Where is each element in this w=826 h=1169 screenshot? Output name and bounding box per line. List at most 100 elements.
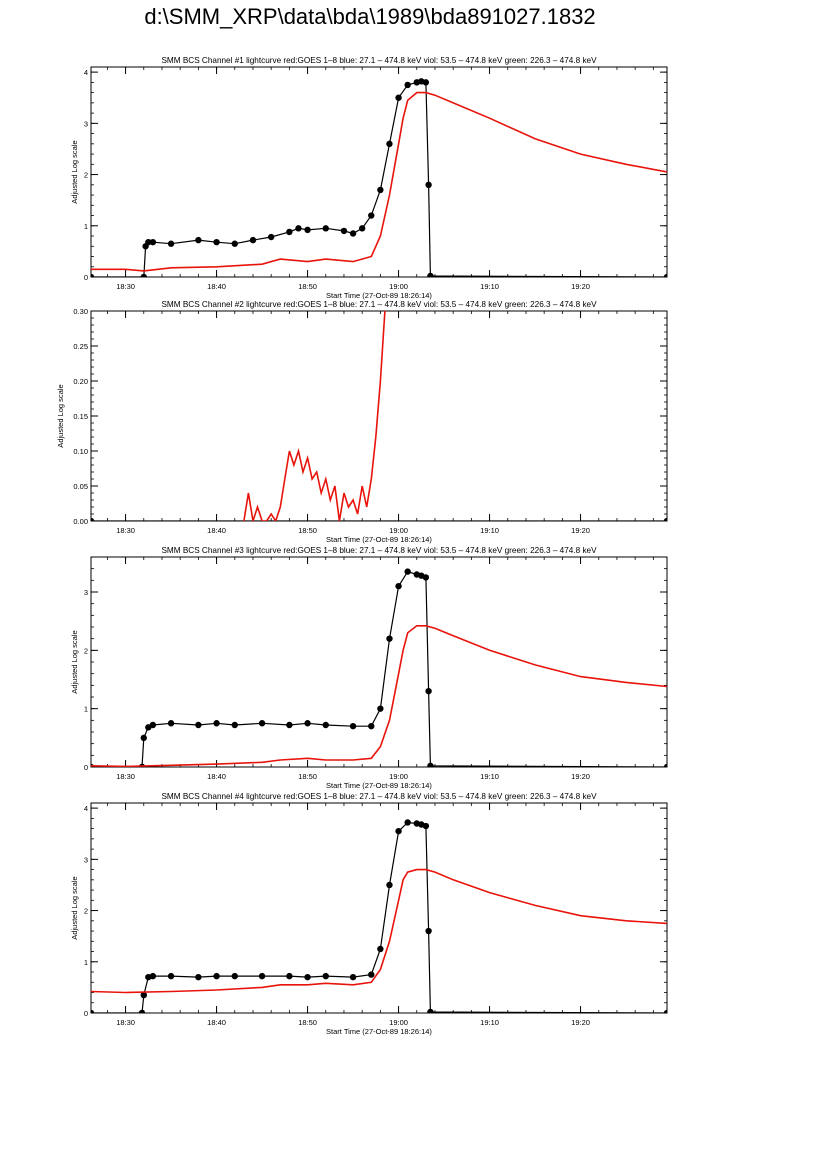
x-tick-label: 19:20	[571, 1018, 590, 1027]
chart-title: SMM BCS Channel #3 lightcurve red:GOES 1…	[161, 546, 597, 555]
y-tick-label: 0.20	[73, 377, 88, 386]
bcs-data-point	[368, 722, 375, 730]
y-tick-label: 1	[84, 958, 88, 967]
y-axis-label: Adjusted Log scale	[70, 630, 79, 693]
x-tick-label: 19:10	[480, 282, 499, 291]
x-tick-label: 18:40	[207, 1018, 226, 1027]
bcs-data-point	[249, 236, 257, 244]
bcs-data-point	[349, 230, 357, 237]
x-tick-label: 18:30	[116, 772, 135, 781]
x-tick-label: 19:10	[480, 1018, 499, 1027]
bcs-data-point	[267, 233, 275, 241]
bcs-data-point	[145, 238, 152, 246]
y-axis-label: Adjusted Log scale	[70, 876, 79, 939]
x-tick-label: 18:40	[207, 282, 226, 291]
y-tick-label: 1	[84, 222, 88, 231]
bcs-data-point	[167, 240, 175, 247]
chart-title: SMM BCS Channel #2 lightcurve red:GOES 1…	[161, 300, 597, 309]
y-tick-label: 0.05	[73, 482, 88, 491]
bcs-data-point	[167, 720, 175, 727]
bcs-data-point	[304, 226, 311, 234]
bcs-data-point	[304, 720, 311, 727]
chart-panel-4: SMM BCS Channel #4 lightcurve red:GOES 1…	[70, 792, 668, 1036]
bcs-data-point	[91, 273, 95, 277]
bcs-data-point	[231, 721, 238, 729]
y-tick-label: 0.25	[73, 342, 88, 351]
bcs-data-point	[404, 568, 411, 575]
y-tick-label: 2	[84, 171, 88, 180]
y-tick-label: 2	[84, 646, 88, 655]
x-tick-label: 18:50	[298, 526, 317, 535]
goes-series-line	[91, 91, 667, 272]
bcs-data-point	[138, 1009, 146, 1013]
bcs-data-point	[386, 140, 393, 148]
bcs-data-point	[386, 881, 393, 889]
bcs-data-point	[295, 225, 302, 232]
y-tick-label: 0.15	[73, 412, 88, 421]
bcs-data-point	[404, 81, 411, 89]
x-tick-label: 19:10	[480, 526, 499, 535]
x-tick-label: 19:20	[571, 772, 590, 781]
x-tick-label: 18:30	[116, 282, 135, 291]
y-tick-label: 0.30	[73, 307, 88, 316]
bcs-data-point	[395, 582, 402, 590]
bcs-data-point	[663, 1009, 667, 1013]
bcs-data-point	[195, 973, 202, 981]
chart-panel-1: SMM BCS Channel #1 lightcurve red:GOES 1…	[70, 56, 668, 300]
bcs-data-point	[149, 972, 157, 980]
bcs-data-point	[427, 1008, 434, 1013]
bcs-data-point	[304, 973, 311, 981]
chart-panel-2: SMM BCS Channel #2 lightcurve red:GOES 1…	[56, 300, 668, 544]
bcs-data-point	[663, 273, 667, 277]
x-axis-label: Start Time (27-Oct-89 18:26:14)	[326, 535, 432, 544]
bcs-data-point	[425, 927, 432, 935]
bcs-data-point	[258, 720, 266, 727]
bcs-data-point	[422, 574, 430, 581]
goes-series-line	[243, 311, 386, 521]
chart-title: SMM BCS Channel #1 lightcurve red:GOES 1…	[161, 56, 597, 65]
bcs-data-point	[140, 734, 147, 742]
chart-panel-3: SMM BCS Channel #3 lightcurve red:GOES 1…	[70, 546, 668, 790]
bcs-data-point	[138, 763, 146, 767]
bcs-data-point	[213, 238, 220, 246]
y-tick-label: 3	[84, 855, 88, 864]
bcs-data-point	[422, 822, 430, 830]
goes-series-line	[91, 868, 667, 994]
x-tick-label: 19:00	[389, 1018, 408, 1027]
bcs-data-point	[91, 517, 95, 521]
bcs-data-point	[149, 721, 157, 729]
x-tick-label: 19:10	[480, 772, 499, 781]
bcs-data-point	[231, 972, 238, 980]
bcs-data-point	[377, 186, 384, 194]
x-tick-label: 18:30	[116, 1018, 135, 1027]
bcs-data-point	[91, 763, 95, 767]
x-tick-label: 18:30	[116, 526, 135, 535]
bcs-data-point	[358, 225, 366, 232]
bcs-series-line	[91, 80, 667, 277]
bcs-data-point	[322, 721, 329, 729]
bcs-data-point	[427, 762, 434, 767]
y-tick-label: 0	[84, 763, 88, 772]
bcs-data-point	[663, 763, 667, 767]
x-tick-label: 18:50	[298, 772, 317, 781]
bcs-data-point	[404, 819, 411, 826]
bcs-data-point	[395, 827, 402, 835]
bcs-data-point	[425, 181, 432, 189]
bcs-series-line	[91, 821, 667, 1013]
page-title: d:\SMM_XRP\data\bda\1989\bda891027.1832	[144, 4, 596, 29]
bcs-data-point	[349, 722, 357, 730]
bcs-data-point	[195, 236, 202, 244]
bcs-data-point	[322, 225, 329, 232]
bcs-data-point	[340, 227, 348, 235]
bcs-data-point	[349, 973, 357, 981]
x-tick-label: 18:50	[298, 282, 317, 291]
bcs-data-point	[213, 972, 220, 980]
x-axis-label: Start Time (27-Oct-89 18:26:14)	[326, 291, 432, 300]
x-axis-label: Start Time (27-Oct-89 18:26:14)	[326, 1027, 432, 1036]
bcs-data-point	[427, 272, 434, 277]
x-tick-label: 18:40	[207, 772, 226, 781]
bcs-data-point	[140, 991, 147, 999]
plot-frame	[90, 310, 668, 522]
bcs-data-point	[286, 972, 293, 980]
